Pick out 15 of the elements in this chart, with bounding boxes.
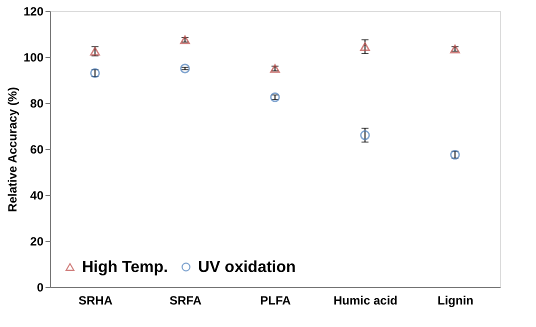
- legend-label: UV oxidation: [198, 259, 296, 276]
- y-tick-label: 60: [30, 142, 44, 156]
- y-tick-label: 20: [30, 234, 44, 248]
- x-tick-label: SRHA: [78, 294, 113, 308]
- x-tick-label: PLFA: [260, 294, 292, 308]
- x-tick-label: Lignin: [438, 294, 474, 308]
- legend-label: High Temp.: [82, 259, 168, 276]
- x-tick-label: Humic acid: [333, 294, 398, 308]
- y-tick-label: 120: [23, 4, 44, 18]
- y-tick-label: 80: [30, 96, 44, 110]
- y-tick-label: 100: [23, 50, 44, 64]
- y-axis-title: Relative Accuracy (%): [5, 87, 20, 212]
- y-tick-label: 0: [36, 280, 44, 294]
- y-tick-label: 40: [30, 188, 44, 202]
- x-tick-label: SRFA: [169, 294, 202, 308]
